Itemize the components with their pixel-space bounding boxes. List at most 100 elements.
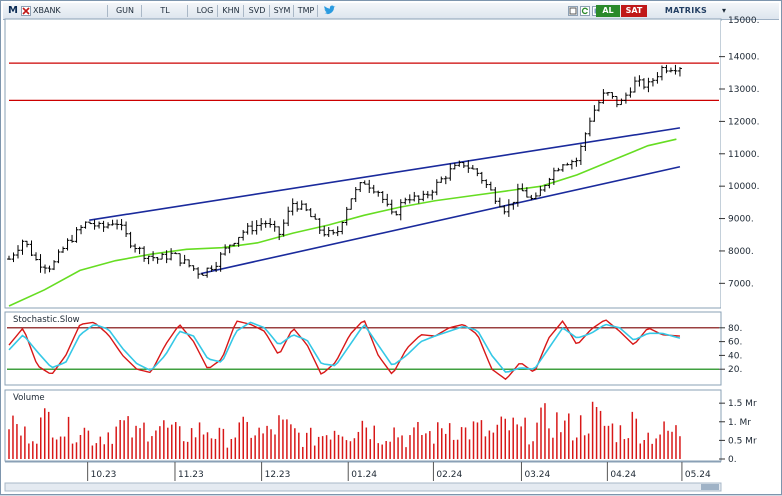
currency-button[interactable]: TL <box>143 5 188 17</box>
sell-button[interactable]: SAT <box>621 5 647 17</box>
price-bar <box>677 67 682 77</box>
price-bar <box>335 226 340 237</box>
price-bar <box>200 273 205 276</box>
price-bar <box>349 198 354 210</box>
price-y-tick-label: 12000. <box>728 117 760 127</box>
horizontal-scrollbar[interactable] <box>4 482 722 492</box>
price-bar <box>281 219 286 237</box>
price-panel-border <box>4 18 722 309</box>
price-bar <box>623 92 628 104</box>
price-bar <box>403 197 408 205</box>
log-button[interactable]: LOG <box>193 5 218 17</box>
price-bar <box>115 219 120 230</box>
refresh-icon[interactable] <box>580 6 590 16</box>
price-y-tick-label: 10000. <box>728 182 760 192</box>
price-bar <box>632 76 637 93</box>
settings-icon[interactable] <box>568 6 578 16</box>
price-bar <box>358 182 363 193</box>
price-y-tick-label: 7000. <box>728 279 754 289</box>
twitter-icon[interactable] <box>321 5 337 17</box>
price-bar <box>317 218 322 234</box>
price-bar <box>322 225 327 237</box>
price-bar <box>214 261 219 273</box>
symbol-field[interactable]: XBANK <box>33 5 108 17</box>
price-bar <box>587 117 592 137</box>
price-bar <box>610 92 615 99</box>
price-bar <box>205 267 210 278</box>
price-bar <box>232 242 237 247</box>
brand-logo: MATRIKS <box>664 6 708 15</box>
price-bar <box>65 238 70 251</box>
price-bar <box>187 259 192 268</box>
price-bar <box>637 75 642 87</box>
price-bar <box>619 98 624 106</box>
price-bar <box>664 64 669 74</box>
period-button[interactable]: GUN <box>109 5 142 17</box>
volume-panel: 1.5 Mr 1. Mr 0.5 Mr 0. <box>4 389 757 465</box>
buy-button[interactable]: AL <box>596 5 620 17</box>
price-bar <box>353 186 358 202</box>
tmp-button[interactable]: TMP <box>295 5 318 17</box>
price-bar <box>448 163 453 181</box>
price-bar <box>542 184 547 192</box>
stochastic-y-tick-label: 20. <box>728 365 742 375</box>
stochastic-panel-border <box>4 311 722 386</box>
price-bar <box>407 194 412 204</box>
price-bar <box>277 226 282 241</box>
scrollbar-thumb[interactable] <box>701 484 719 490</box>
price-bar <box>398 199 403 221</box>
close-icon[interactable] <box>21 6 31 16</box>
khn-button[interactable]: KHN <box>219 5 244 17</box>
price-bar <box>295 201 300 212</box>
price-bar <box>614 95 619 108</box>
price-bar <box>178 253 183 267</box>
x-tick-label: 03.24 <box>524 470 550 480</box>
price-bar <box>475 168 480 177</box>
price-bar <box>308 208 313 218</box>
x-tick-label: 11.23 <box>178 470 204 480</box>
price-bar <box>196 267 201 279</box>
price-bar <box>304 203 309 212</box>
price-bar <box>83 221 88 229</box>
price-bar <box>43 264 48 274</box>
matriks-menu-button[interactable]: M <box>8 5 18 16</box>
price-bar <box>119 219 124 231</box>
price-bar <box>173 252 178 255</box>
channel-lower-line[interactable] <box>200 165 681 275</box>
toolbar: M XBANK GUN TL LOG KHN SVD SYM TMP AL SA… <box>3 3 779 20</box>
price-bar <box>124 221 129 238</box>
price-bar <box>443 175 448 185</box>
price-bar <box>430 189 435 200</box>
price-bar <box>520 183 525 192</box>
price-bar <box>25 240 30 248</box>
price-bar <box>79 225 84 235</box>
price-bar <box>596 100 601 112</box>
sym-button[interactable]: SYM <box>271 5 294 17</box>
price-bar <box>484 179 489 188</box>
price-bar <box>655 72 660 84</box>
price-bar <box>380 191 385 204</box>
price-bar <box>646 77 651 93</box>
channel-upper-line[interactable] <box>89 127 681 221</box>
price-bar <box>466 160 471 173</box>
price-bar <box>362 180 367 185</box>
price-bar <box>137 246 142 255</box>
dropdown-icon[interactable]: ▾ <box>721 6 726 15</box>
price-bar <box>461 162 466 168</box>
svd-button[interactable]: SVD <box>245 5 270 17</box>
x-axis: 10.23 11.23 12.23 01.24 02.24 03.24 04.24 05.24 <box>4 461 722 492</box>
volume-y-tick-label: 1.5 Mr <box>728 399 757 409</box>
price-bar <box>241 229 246 241</box>
price-bar <box>416 195 421 204</box>
price-bar <box>529 194 534 201</box>
price-bar <box>34 252 39 261</box>
price-bar <box>74 227 79 243</box>
price-bar <box>470 164 475 170</box>
x-tick-label: 12.23 <box>265 470 291 480</box>
price-bar <box>299 200 304 210</box>
x-tick-label: 05.24 <box>685 470 711 480</box>
price-y-tick-label: 14000. <box>728 53 760 63</box>
price-bar <box>38 254 43 273</box>
price-bar <box>340 221 345 235</box>
